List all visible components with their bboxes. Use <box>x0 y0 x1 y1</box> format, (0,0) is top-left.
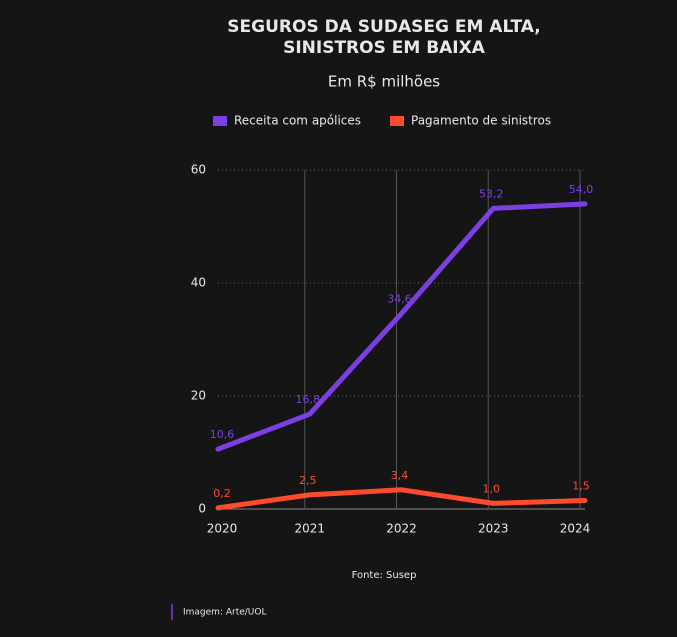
data-label: 10,6 <box>210 428 235 441</box>
data-label: 53,2 <box>479 187 504 200</box>
y-tick-label: 0 <box>198 502 206 516</box>
data-label: 34,6 <box>387 293 412 306</box>
data-label: 3,4 <box>391 469 409 482</box>
x-tick-label: 2021 <box>294 522 325 536</box>
data-label: 16,8 <box>296 393 321 406</box>
source: Fonte: Susep <box>352 570 417 581</box>
credit: Imagem: Arte/UOL <box>183 608 267 618</box>
y-tick-label: 60 <box>191 163 206 177</box>
legend-swatch <box>213 116 227 126</box>
series-line <box>215 201 588 452</box>
series-line <box>215 487 588 511</box>
x-tick-label: 2024 <box>560 522 591 536</box>
data-label: 0,2 <box>213 487 231 500</box>
data-label: 1,0 <box>483 482 501 495</box>
y-tick-label: 20 <box>191 389 206 403</box>
chart-title: SINISTROS EM BAIXA <box>283 38 486 58</box>
data-label: 54,0 <box>569 183 594 196</box>
data-label: 2,5 <box>299 474 317 487</box>
x-tick-label: 2020 <box>207 522 238 536</box>
chart-subtitle: Em R$ milhões <box>328 73 440 91</box>
x-tick-label: 2023 <box>478 522 509 536</box>
legend-label: Pagamento de sinistros <box>411 114 551 128</box>
y-tick-label: 40 <box>191 276 206 290</box>
x-tick-label: 2022 <box>386 522 417 536</box>
legend-label: Receita com apólices <box>234 114 361 128</box>
legend-swatch <box>390 116 404 126</box>
chart-title: SEGUROS DA SUDASEG EM ALTA, <box>227 17 540 37</box>
data-label: 1,5 <box>572 480 590 493</box>
